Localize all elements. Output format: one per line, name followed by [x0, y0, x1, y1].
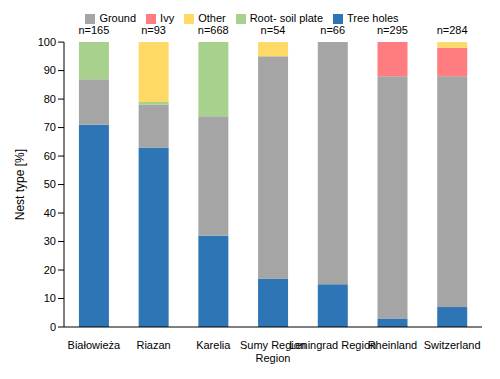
html-text:Root- soil plate: Root- soil plate	[249, 12, 323, 24]
svg-text:Nest type [%]: Nest type [%]	[13, 149, 27, 220]
html-text:Ground: Ground	[99, 12, 137, 24]
svg-text:n=54: n=54	[261, 24, 286, 36]
svg-text:100: 100	[38, 36, 56, 48]
svg-text:n=284: n=284	[437, 24, 468, 36]
svg-text:n=668: n=668	[198, 24, 229, 36]
svg-text:60: 60	[44, 150, 56, 162]
html-text:Tree holes: Tree holes	[347, 12, 399, 24]
svg-text:Switzerland: Switzerland	[424, 339, 481, 351]
svg-text:Leningrad Region: Leningrad Region	[289, 339, 376, 351]
svg-text:Riazan: Riazan	[136, 339, 170, 351]
html-text:Sumy Region: Sumy Region	[240, 338, 306, 351]
svg-text:50: 50	[44, 178, 56, 190]
svg-text:40: 40	[44, 207, 56, 219]
svg-text:Białowieża: Białowieża	[68, 339, 121, 351]
svg-text:10: 10	[44, 292, 56, 304]
svg-text:n=66: n=66	[320, 24, 345, 36]
svg-text:n=93: n=93	[141, 24, 166, 36]
html-text:Other: Other	[198, 12, 226, 24]
svg-text:Karelia: Karelia	[196, 339, 231, 351]
svg-text:n=165: n=165	[78, 24, 109, 36]
svg-text:20: 20	[44, 264, 56, 276]
svg-text:0: 0	[50, 321, 56, 333]
svg-text:n=295: n=295	[377, 24, 408, 36]
html-text:Ivy: Ivy	[160, 12, 175, 24]
svg-text:80: 80	[44, 93, 56, 105]
svg-text:Rheinland: Rheinland	[368, 339, 418, 351]
html-text:Region: Region	[255, 351, 291, 364]
svg-text:70: 70	[44, 121, 56, 133]
svg-text:30: 30	[44, 235, 56, 247]
svg-text:90: 90	[44, 64, 56, 76]
